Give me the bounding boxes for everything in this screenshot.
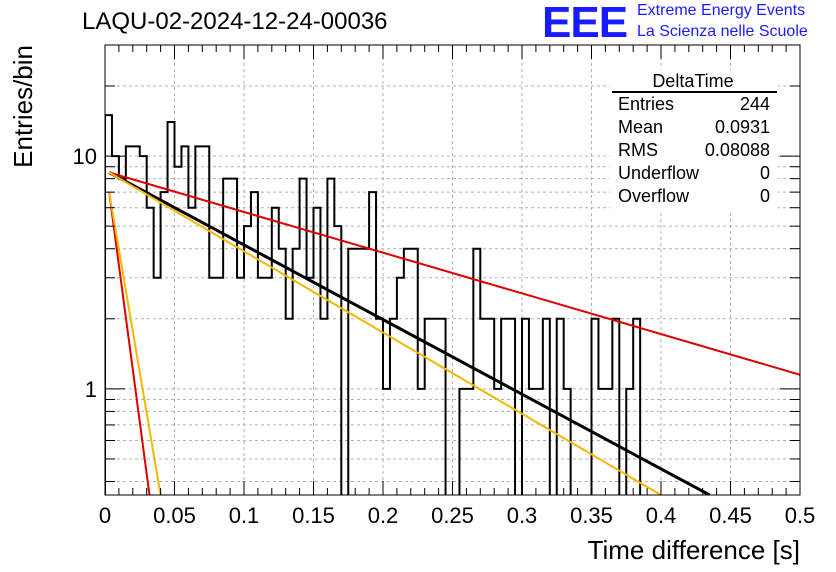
stats-title: DeltaTime (652, 71, 733, 91)
y-tick-label: 1 (85, 377, 97, 402)
x-tick-label: 0.05 (153, 503, 196, 528)
stats-box: DeltaTime Entries 244 Mean 0.0931 RMS 0.08088… (610, 70, 778, 210)
fit-line-4 (108, 171, 662, 495)
stats-value: 244 (740, 94, 770, 114)
x-tick-label: 0.25 (431, 503, 474, 528)
x-tick-label: 0.45 (709, 503, 752, 528)
stats-value: 0.0931 (715, 117, 770, 137)
stats-label: Entries (618, 94, 674, 114)
fit-line-5 (108, 191, 162, 495)
fit-line-1 (108, 171, 711, 495)
x-tick-label: 0.4 (646, 503, 677, 528)
histogram-layer (105, 114, 642, 495)
x-tick-label: 0.15 (292, 503, 335, 528)
y-tick-label: 10 (73, 144, 97, 169)
eee-logo-line1: Extreme Energy Events (637, 2, 806, 19)
stats-value: 0 (760, 186, 770, 206)
x-axis-label: Time difference [s] (588, 535, 800, 565)
plot-title: LAQU-02-2024-12-24-00036 (82, 8, 388, 35)
stats-label: Overflow (618, 186, 690, 206)
label-layer: 0 0.05 0.1 0.15 0.2 0.25 0.3 0.35 0.4 0.45 0.5 1 10 T… (8, 45, 815, 565)
stats-value: 0 (760, 163, 770, 183)
fit-lines-layer (108, 171, 800, 495)
tick-layer (104, 44, 801, 495)
y-axis-label: Entries/bin (8, 45, 38, 168)
stats-box-bg (610, 70, 778, 210)
x-tick-label: 0.3 (507, 503, 538, 528)
x-tick-label: 0.1 (229, 503, 260, 528)
fit-line-3 (108, 191, 151, 495)
fit-line-2 (108, 171, 800, 376)
x-tick-label: 0 (99, 503, 111, 528)
eee-logo: EEE (542, 0, 628, 47)
x-tick-label: 0.2 (368, 503, 399, 528)
stats-label: Mean (618, 117, 663, 137)
histogram-steps (105, 114, 642, 495)
stats-value: 0.08088 (705, 140, 770, 160)
stats-label: RMS (618, 140, 658, 160)
x-tick-label: 0.5 (785, 503, 816, 528)
x-tick-label: 0.35 (570, 503, 613, 528)
stats-label: Underflow (618, 163, 700, 183)
eee-logo-line2: La Scienza nelle Scuole (637, 23, 808, 40)
